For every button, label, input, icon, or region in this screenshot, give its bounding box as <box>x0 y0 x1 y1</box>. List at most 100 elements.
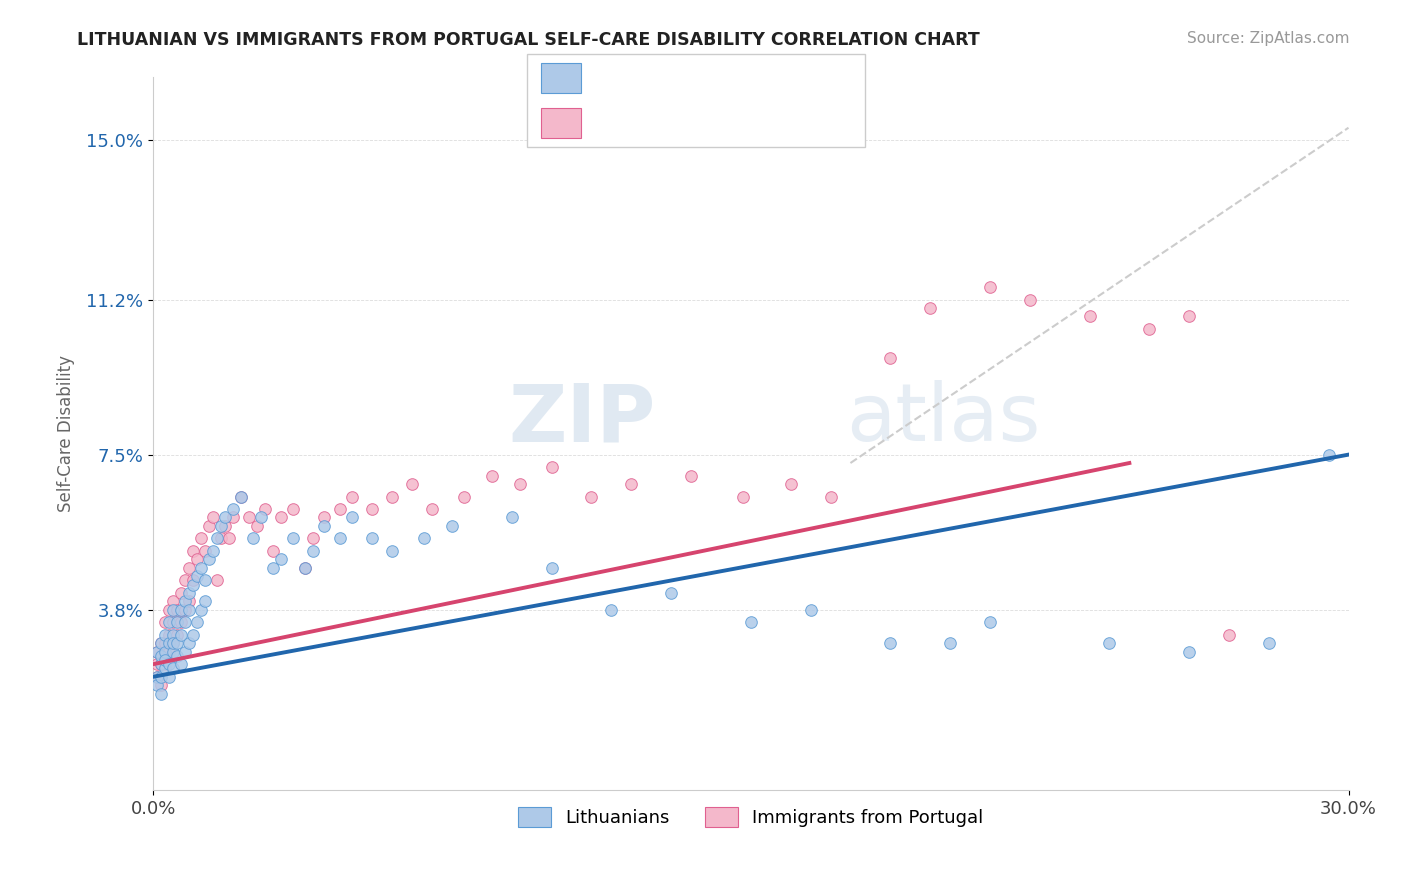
Point <box>146 645 169 659</box>
Point <box>540 460 562 475</box>
Point <box>979 280 1001 294</box>
Point <box>198 519 221 533</box>
Point <box>170 586 193 600</box>
Point <box>146 657 169 672</box>
Point <box>301 544 323 558</box>
Point <box>162 594 184 608</box>
Point <box>162 636 184 650</box>
Point <box>242 532 264 546</box>
Y-axis label: Self-Care Disability: Self-Care Disability <box>58 355 75 512</box>
Point <box>146 670 169 684</box>
Point <box>198 552 221 566</box>
Point <box>581 490 603 504</box>
FancyBboxPatch shape <box>541 63 581 93</box>
Point <box>920 301 942 315</box>
Point <box>270 552 292 566</box>
Point <box>281 502 304 516</box>
Point <box>166 603 188 617</box>
Text: R =  0.569   N = 69: R = 0.569 N = 69 <box>595 113 779 132</box>
Point <box>174 603 197 617</box>
Point <box>150 678 173 692</box>
Point <box>600 603 623 617</box>
Point <box>174 594 197 608</box>
Point <box>146 678 169 692</box>
Point <box>150 636 173 650</box>
Point <box>177 636 200 650</box>
Point <box>238 510 260 524</box>
Point <box>146 645 169 659</box>
Point <box>1178 310 1201 324</box>
Text: ZIP: ZIP <box>508 380 655 458</box>
Point <box>150 657 173 672</box>
Point <box>401 477 423 491</box>
Point <box>153 636 176 650</box>
Point <box>174 645 197 659</box>
Point <box>879 351 901 366</box>
Point <box>1078 310 1101 324</box>
Point <box>481 468 503 483</box>
Point <box>205 574 228 588</box>
Point <box>262 544 284 558</box>
Point <box>186 552 208 566</box>
Point <box>1137 322 1160 336</box>
Point <box>361 532 384 546</box>
Point <box>214 519 236 533</box>
Point <box>540 561 562 575</box>
Point <box>157 645 180 659</box>
Point <box>194 574 217 588</box>
Point <box>157 615 180 630</box>
Point <box>222 502 245 516</box>
Point <box>153 615 176 630</box>
Point <box>1317 448 1340 462</box>
Point <box>420 502 443 516</box>
Point <box>181 544 204 558</box>
Point <box>190 561 212 575</box>
Point <box>162 645 184 659</box>
Point <box>620 477 643 491</box>
Point <box>246 519 269 533</box>
Point <box>190 532 212 546</box>
Point <box>170 657 193 672</box>
Point <box>157 636 180 650</box>
Point <box>170 603 193 617</box>
Point <box>170 628 193 642</box>
Point <box>150 636 173 650</box>
FancyBboxPatch shape <box>527 54 865 147</box>
Point <box>201 510 224 524</box>
Point <box>170 615 193 630</box>
Point <box>162 615 184 630</box>
Point <box>381 544 404 558</box>
Point <box>294 561 316 575</box>
Point <box>190 603 212 617</box>
Point <box>1257 636 1279 650</box>
Point <box>177 594 200 608</box>
Point <box>162 628 184 642</box>
Point <box>440 519 463 533</box>
Point <box>314 510 336 524</box>
Point <box>342 490 364 504</box>
Point <box>229 490 252 504</box>
Point <box>186 569 208 583</box>
Point <box>194 594 217 608</box>
Text: LITHUANIAN VS IMMIGRANTS FROM PORTUGAL SELF-CARE DISABILITY CORRELATION CHART: LITHUANIAN VS IMMIGRANTS FROM PORTUGAL S… <box>77 31 980 49</box>
Point <box>162 603 184 617</box>
Point <box>979 615 1001 630</box>
Point <box>174 615 197 630</box>
Point <box>681 468 703 483</box>
Point <box>229 490 252 504</box>
Point <box>301 532 323 546</box>
Text: atlas: atlas <box>846 380 1040 458</box>
Point <box>214 510 236 524</box>
Point <box>153 628 176 642</box>
Point <box>270 510 292 524</box>
Point <box>731 490 754 504</box>
Point <box>209 519 232 533</box>
Point <box>222 510 245 524</box>
Point <box>381 490 404 504</box>
Point <box>879 636 901 650</box>
Point <box>253 502 276 516</box>
Point <box>166 615 188 630</box>
Point <box>166 648 188 663</box>
Text: R =  0.518   N = 75: R = 0.518 N = 75 <box>595 69 779 87</box>
Point <box>157 628 180 642</box>
